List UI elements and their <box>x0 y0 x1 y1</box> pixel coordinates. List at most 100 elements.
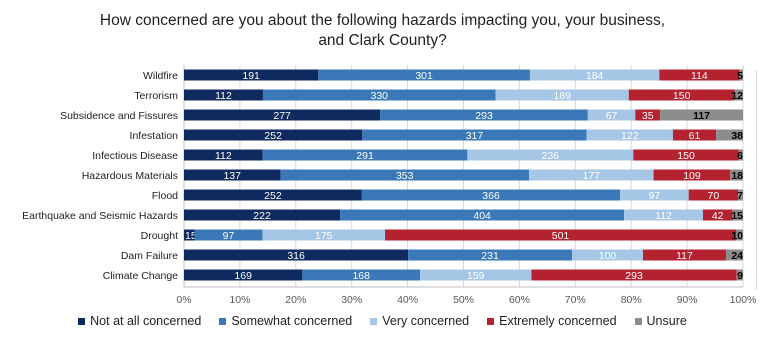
legend-item-somewhat: Somewhat concerned <box>219 314 352 328</box>
bar-segment <box>385 229 736 241</box>
bar-segment <box>653 169 731 181</box>
data-label: 38 <box>731 130 743 142</box>
legend-swatch-somewhat <box>219 317 227 325</box>
data-label: 501 <box>552 230 570 242</box>
bar-segment <box>408 249 573 261</box>
bar-segment <box>586 129 673 141</box>
data-label: 100 <box>599 250 617 262</box>
x-tick-label: 60% <box>509 294 530 306</box>
bar-segment <box>280 169 529 181</box>
data-label: 291 <box>356 150 374 162</box>
data-label: 61 <box>689 130 701 142</box>
bar-segment <box>184 209 341 221</box>
bar-segment <box>318 69 530 81</box>
data-label: 6 <box>737 150 743 162</box>
category-label: Climate Change <box>103 270 178 282</box>
x-tick-label: 40% <box>397 294 418 306</box>
data-label: 231 <box>481 250 499 262</box>
data-label: 150 <box>673 90 691 102</box>
data-label: 122 <box>621 130 639 142</box>
data-label: 24 <box>731 250 743 262</box>
bar-segment <box>262 149 468 161</box>
data-label: 70 <box>708 190 720 202</box>
legend-swatch-extremely <box>487 317 495 325</box>
bar-segment <box>495 89 629 101</box>
data-label: 330 <box>370 90 388 102</box>
data-label: 7 <box>737 190 743 202</box>
data-label: 109 <box>683 170 701 182</box>
bar-segment <box>194 229 263 241</box>
data-label: 42 <box>712 210 724 222</box>
bar-segment <box>736 269 743 281</box>
data-label: 252 <box>264 190 282 202</box>
legend: Not at all concerned Somewhat concerned … <box>0 314 765 328</box>
bar-segment <box>734 89 743 101</box>
data-label: 169 <box>234 270 252 282</box>
bar-segment <box>529 69 660 81</box>
data-label: 35 <box>642 110 654 122</box>
bar-segment <box>730 169 743 181</box>
x-tick-label: 10% <box>229 294 250 306</box>
bar-segment <box>262 229 386 241</box>
x-tick-label: 0% <box>176 294 191 306</box>
x-tick-label: 30% <box>341 294 362 306</box>
legend-swatch-very <box>370 317 378 325</box>
data-label: 301 <box>415 70 433 82</box>
bar-segment <box>184 169 281 181</box>
data-label: 5 <box>737 70 743 82</box>
data-label: 97 <box>223 230 235 242</box>
data-label: 150 <box>677 150 695 162</box>
x-tick-label: 90% <box>677 294 698 306</box>
chart-title-line-2: and Clark County? <box>318 32 447 49</box>
data-label: 222 <box>253 210 271 222</box>
bar-segment <box>184 149 263 161</box>
data-label: 15 <box>731 210 743 222</box>
data-label: 97 <box>649 190 661 202</box>
data-label: 168 <box>352 270 370 282</box>
legend-label-extremely: Extremely concerned <box>499 314 617 328</box>
bar-segment <box>738 189 743 201</box>
category-label: Earthquake and Seismic Hazards <box>22 210 178 222</box>
bar-segment <box>531 269 737 281</box>
bar-segment <box>702 209 733 221</box>
bar-segment <box>184 69 319 81</box>
data-label: 10 <box>731 230 743 242</box>
data-label: 184 <box>586 70 604 82</box>
data-label: 112 <box>655 210 672 222</box>
bar-segment <box>340 209 625 221</box>
x-tick-label: 70% <box>565 294 586 306</box>
data-label: 67 <box>606 110 618 122</box>
bar-segment <box>467 149 634 161</box>
data-label: 9 <box>737 270 743 282</box>
bar-segment <box>184 129 363 141</box>
x-tick-label: 20% <box>285 294 306 306</box>
data-label: 15 <box>185 230 197 242</box>
chart-title-line-1: How concerned are you about the followin… <box>99 12 666 29</box>
bar-segment <box>587 109 636 121</box>
legend-label-very: Very concerned <box>382 314 470 328</box>
bar-segment <box>716 129 743 141</box>
category-label: Flood <box>152 190 178 202</box>
bar-segment <box>184 229 195 241</box>
bar-segment <box>184 109 381 121</box>
data-label: 112 <box>215 90 232 102</box>
bar-segment <box>262 89 496 101</box>
x-tick-label: 50% <box>453 294 474 306</box>
bar-segment <box>633 149 739 161</box>
bar-segment <box>739 69 743 81</box>
data-label: 114 <box>691 70 708 82</box>
legend-label-not-at-all: Not at all concerned <box>90 314 202 328</box>
bar-segment <box>572 249 643 261</box>
category-label: Dam Failure <box>121 250 178 262</box>
bar-segment <box>184 89 263 101</box>
bar-segment <box>628 89 735 101</box>
category-label: Hazardous Materials <box>82 170 178 182</box>
bar-segment <box>624 209 703 221</box>
data-label: 137 <box>223 170 241 182</box>
data-label: 191 <box>242 70 260 82</box>
data-label: 317 <box>466 130 484 142</box>
bar-segment <box>642 249 726 261</box>
data-label: 252 <box>264 130 282 142</box>
legend-swatch-not-at-all <box>78 317 86 325</box>
